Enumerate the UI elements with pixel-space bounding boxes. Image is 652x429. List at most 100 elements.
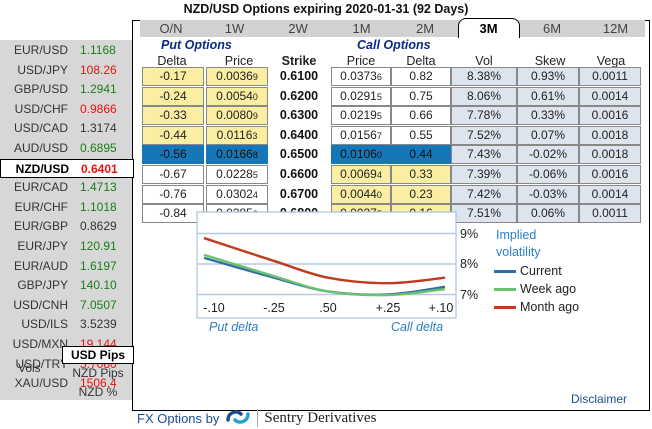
- cell-call-price[interactable]: 0.02915: [331, 86, 391, 106]
- currency-pair-usd-ils[interactable]: USD/ILS 3.5239: [0, 315, 132, 334]
- currency-pair-eur-usd[interactable]: EUR/USD 1.1168: [0, 41, 132, 60]
- tab-12m[interactable]: 12M: [602, 21, 629, 36]
- tab-2w[interactable]: 2W: [288, 21, 308, 36]
- cell-skew: 0.07%: [517, 125, 579, 145]
- cell-pip-digit: 4: [376, 170, 382, 180]
- disclaimer-link[interactable]: Disclaimer: [571, 392, 628, 406]
- strike-value: 0.6700: [279, 186, 319, 201]
- cell-call-price[interactable]: 0.01060: [331, 145, 391, 165]
- pair-rate: 7.0507: [80, 297, 117, 312]
- cell-call-delta[interactable]: 0.33: [391, 165, 451, 184]
- tab-6m[interactable]: 6M: [542, 21, 562, 36]
- cell-value: -0.33: [159, 108, 187, 123]
- pair-rate: 120.91: [80, 239, 117, 253]
- cell-pip-digit: 6: [376, 72, 382, 82]
- col-vega: Vega: [596, 54, 626, 68]
- pair-name: USD/TRY: [15, 356, 68, 371]
- currency-pair-gbp-jpy[interactable]: GBP/JPY 140.10: [0, 276, 132, 295]
- currency-pair-eur-jpy[interactable]: EUR/JPY 120.91: [0, 237, 132, 256]
- cell-call-delta[interactable]: 0.66: [391, 106, 451, 126]
- currency-pair-gbp-usd[interactable]: GBP/USD 1.2941: [0, 80, 132, 99]
- cell-pip-digit: 9: [252, 111, 258, 122]
- currency-pair-usd-cnh[interactable]: USD/CNH 7.0507: [0, 296, 132, 315]
- cell-call-price[interactable]: 0.03736: [331, 67, 391, 86]
- call-options-header: Call Options: [357, 38, 431, 52]
- cell-call-price[interactable]: 0.02195: [331, 106, 391, 126]
- tab-1m[interactable]: 1M: [352, 21, 371, 36]
- cell-value: 0.33%: [530, 108, 566, 123]
- cell-put-delta[interactable]: -0.24: [142, 86, 204, 106]
- currency-pair-eur-gbp[interactable]: EUR/GBP 0.8629: [0, 217, 132, 236]
- legend-item-current: Current: [494, 264, 562, 278]
- currency-pair-usd-jpy[interactable]: USD/JPY 108.26: [0, 61, 132, 80]
- currency-pair-aud-usd[interactable]: AUD/USD 0.6895: [0, 139, 132, 158]
- cell-call-delta[interactable]: 0.23: [391, 184, 451, 204]
- unit-option-nzd-pips[interactable]: NZD Pips: [72, 366, 124, 380]
- pair-rate: 140.10: [80, 278, 117, 293]
- legend-label: Current: [520, 264, 562, 278]
- currency-pair-nzd-usd[interactable]: NZD/USD 0.6401: [0, 158, 134, 178]
- tab-2m[interactable]: 2M: [415, 21, 435, 36]
- pair-rate: 0.6895: [80, 141, 117, 155]
- cell-put-delta[interactable]: -0.56: [142, 145, 204, 165]
- currency-pair-usd-cad[interactable]: USD/CAD 1.3174: [0, 119, 132, 138]
- cell-value: 0.66: [409, 108, 433, 123]
- col-skew: Skew: [534, 54, 566, 68]
- unit-option-nzd[interactable]: NZD %: [78, 385, 118, 399]
- cell-put-price[interactable]: 0.01668: [206, 145, 268, 165]
- pair-name: USD/JPY: [17, 62, 68, 77]
- cell-put-price[interactable]: 0.00809: [206, 106, 268, 126]
- cell-call-delta[interactable]: 0.55: [391, 125, 451, 145]
- tab-3m[interactable]: 3M: [457, 18, 520, 38]
- y-tick-label: 9%: [460, 226, 479, 241]
- cell-value: 0.0156: [340, 127, 377, 142]
- cell-vol: 8.38%: [451, 67, 517, 86]
- cell-value: 8.06%: [466, 88, 502, 103]
- currency-pair-eur-chf[interactable]: EUR/CHF 1.1018: [0, 198, 132, 217]
- cell-call-delta[interactable]: 0.75: [391, 86, 451, 106]
- unit-option-usd-pips[interactable]: USD Pips: [62, 346, 134, 364]
- cell-put-delta[interactable]: -0.67: [142, 165, 204, 184]
- tab-1w[interactable]: 1W: [224, 21, 245, 36]
- legend-title: Implied volatility: [496, 228, 541, 259]
- cell-value: 0.0016: [591, 167, 629, 181]
- tab-on[interactable]: O/N: [159, 21, 183, 36]
- call-delta-caption: Call delta: [391, 320, 444, 334]
- x-tick-label: +.25: [376, 301, 401, 315]
- cell-put-delta[interactable]: -0.33: [142, 106, 204, 126]
- cell-put-price[interactable]: 0.02285: [206, 165, 268, 184]
- cell-put-price[interactable]: 0.00540: [206, 86, 268, 106]
- footer-separator: [257, 409, 259, 427]
- cell-value: 0.55: [409, 127, 433, 142]
- cell-pip-digit: 3: [252, 130, 258, 141]
- cell-put-price[interactable]: 0.03024: [206, 184, 268, 204]
- col-call-delta: Delta: [406, 54, 436, 68]
- cell-put-price[interactable]: 0.01163: [206, 125, 268, 145]
- cell-put-price[interactable]: 0.00369: [206, 67, 268, 86]
- cell-pip-digit: 9: [252, 72, 258, 82]
- currency-pair-xau-usd[interactable]: XAU/USD 1506.4: [0, 374, 132, 393]
- cell-call-price[interactable]: 0.00440: [331, 184, 391, 204]
- pair-name: EUR/JPY: [17, 239, 68, 253]
- currency-pair-eur-cad[interactable]: EUR/CAD 1.4713: [0, 178, 132, 197]
- cell-put-delta[interactable]: -0.44: [142, 125, 204, 145]
- cell-value: -0.06%: [528, 167, 568, 181]
- cell-value: 0.75: [409, 88, 433, 103]
- cell-call-price[interactable]: 0.01567: [331, 125, 391, 145]
- legend-swatch: [494, 288, 516, 292]
- cell-call-price[interactable]: 0.00694: [331, 165, 391, 184]
- pair-rate: 0.8629: [80, 219, 117, 234]
- cell-call-delta[interactable]: 0.44: [391, 145, 451, 165]
- x-tick-label: -.10: [203, 301, 225, 315]
- x-tick-label: +.10: [429, 301, 454, 315]
- put-options-header: Put Options: [161, 38, 232, 52]
- cell-put-delta[interactable]: -0.76: [142, 184, 204, 204]
- col-vol: Vol: [475, 54, 493, 68]
- currency-pair-usd-chf[interactable]: USD/CHF 0.9866: [0, 100, 132, 119]
- cell-call-delta[interactable]: 0.82: [391, 67, 451, 86]
- cell-put-delta[interactable]: -0.17: [142, 67, 204, 86]
- col-put-price: Price: [224, 54, 254, 68]
- cell-pip-digit: 0: [252, 91, 258, 102]
- strike-value: 0.6300: [279, 108, 319, 123]
- currency-pair-eur-aud[interactable]: EUR/AUD 1.6197: [0, 257, 132, 276]
